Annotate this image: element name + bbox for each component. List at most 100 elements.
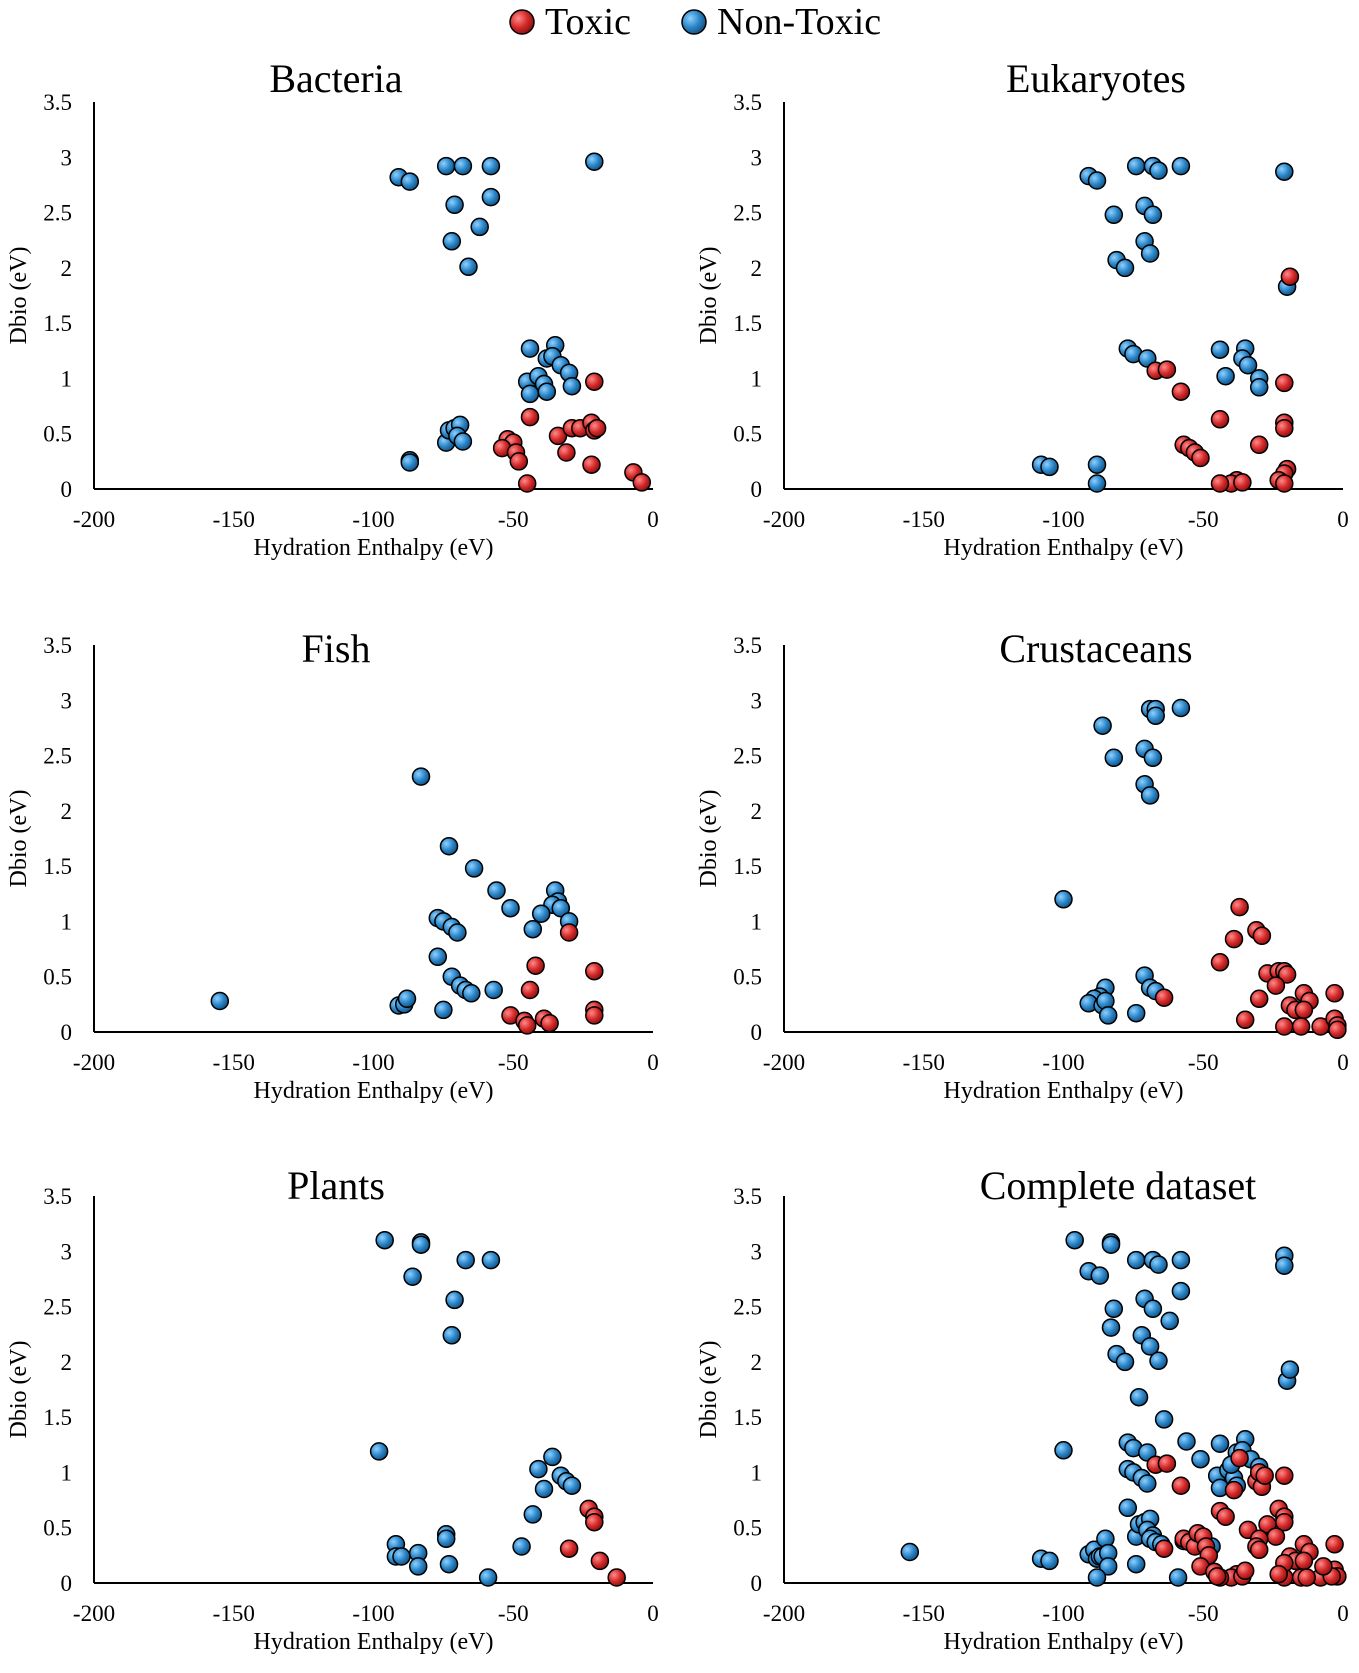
scatter-point (529, 1459, 548, 1479)
scatter-point (1249, 1540, 1269, 1560)
scatter-point (1104, 1299, 1124, 1319)
y-tick-label: 2 (61, 1350, 73, 1375)
scatter-point (1191, 448, 1210, 468)
scatter-point (1266, 1527, 1286, 1546)
scatter-point (1140, 244, 1160, 263)
scatter-point (1210, 953, 1230, 972)
scatter-point (1230, 1448, 1249, 1468)
legend-marker-non-toxic (681, 9, 707, 35)
y-tick-label: 3 (751, 145, 763, 170)
scatter-point (428, 947, 448, 967)
x-tick-label: -200 (73, 507, 115, 532)
scatter-point (1149, 1351, 1168, 1371)
y-tick-label: 0.5 (43, 422, 72, 447)
scatter-point (1252, 926, 1272, 946)
scatter-point (509, 452, 529, 471)
scatter-point (1171, 156, 1191, 176)
series-non-toxic (900, 1230, 1300, 1587)
series-non-toxic (1031, 156, 1297, 493)
scatter-point (540, 1013, 559, 1033)
y-tick-label: 0.5 (733, 1516, 762, 1541)
scatter-point (1118, 1498, 1138, 1518)
scatter-point (1087, 455, 1107, 474)
scatter-point (1104, 748, 1124, 768)
scatter-point (1054, 890, 1073, 909)
panel-title: Bacteria (269, 56, 402, 101)
y-axis-label: Dbio (eV) (6, 790, 32, 888)
legend-marker-toxic (509, 9, 535, 35)
scatter-panels: Bacteria 0 0.5 1 1.5 2 2.5 3 3.5 -200 -150 -100 -50 0… (6, 56, 1349, 1655)
scatter-point (400, 453, 420, 472)
y-tick-label: 3 (61, 1239, 73, 1264)
scatter-point (559, 923, 579, 942)
y-tick-label: 0.5 (43, 1516, 72, 1541)
y-tick-label: 0 (61, 1020, 73, 1045)
scatter-point (1087, 474, 1107, 493)
scatter-point (1294, 1551, 1314, 1571)
scatter-point (1090, 1266, 1110, 1285)
scatter-point (526, 956, 545, 975)
scatter-point (1126, 1250, 1146, 1270)
x-tick-label: -150 (213, 1050, 255, 1075)
x-axis-label: Hydration Enthalpy (eV) (944, 535, 1184, 561)
scatter-point (1157, 1454, 1177, 1473)
scatter-point (400, 172, 420, 191)
series-toxic (501, 923, 604, 1035)
x-tick-label: -200 (763, 1050, 805, 1075)
x-tick-label: -200 (73, 1601, 115, 1626)
scatter-point (453, 156, 473, 176)
x-axis-label: Hydration Enthalpy (eV) (944, 1629, 1184, 1655)
scatter-point (464, 859, 484, 878)
scatter-point (523, 1505, 543, 1524)
scatter-point (531, 904, 551, 923)
scatter-point (1101, 1235, 1121, 1254)
scatter-point (1040, 1551, 1059, 1571)
y-tick-label: 0 (751, 1020, 763, 1045)
y-tick-label: 2 (751, 799, 763, 824)
scatter-point (1249, 989, 1269, 1009)
panel-title: Fish (302, 626, 371, 671)
scatter-point (369, 1442, 389, 1461)
scatter-point (585, 372, 604, 391)
x-tick-label: -100 (352, 1050, 394, 1075)
scatter-point (1087, 1568, 1107, 1587)
scatter-point (587, 418, 607, 438)
y-tick-label: 3.5 (43, 90, 72, 115)
x-tick-label: -150 (903, 1601, 945, 1626)
x-tick-label: -50 (1188, 1050, 1219, 1075)
scatter-point (1168, 1568, 1188, 1587)
scatter-point (1157, 360, 1177, 379)
y-tick-label: 1.5 (733, 854, 762, 879)
scatter-point (1126, 1003, 1146, 1023)
scatter-point (1325, 1535, 1344, 1554)
scatter-point (1328, 1020, 1347, 1040)
y-tick-label: 2 (61, 256, 73, 281)
scatter-point (585, 1006, 604, 1025)
scatter-point (1177, 1432, 1196, 1451)
scatter-point (520, 980, 540, 1000)
scatter-point (1065, 1230, 1084, 1250)
scatter-point (548, 426, 568, 446)
scatter-panel: Complete dataset 0 0.5 1 1.5 2 2.5 3 3.5 -200 -150… (696, 1163, 1349, 1655)
scatter-point (1280, 1360, 1300, 1379)
scatter-point (1143, 1299, 1163, 1319)
x-axis-label: Hydration Enthalpy (eV) (254, 1629, 494, 1655)
y-tick-label: 2.5 (43, 744, 72, 769)
scatter-point (1269, 1564, 1288, 1584)
x-tick-label: -50 (498, 1601, 529, 1626)
y-tick-label: 2 (751, 256, 763, 281)
scatter-point (1054, 1441, 1073, 1460)
x-tick-label: -150 (213, 1601, 255, 1626)
scatter-point (1210, 410, 1230, 429)
scatter-point (481, 156, 501, 176)
scatter-point (501, 898, 520, 918)
scatter-point (1087, 171, 1107, 190)
scatter-point (1235, 1010, 1255, 1030)
y-axis-label: Dbio (eV) (696, 1341, 722, 1439)
series-non-toxic (1054, 698, 1191, 1025)
series-toxic (1146, 1448, 1347, 1587)
y-tick-label: 3.5 (733, 633, 762, 658)
series-non-toxic (369, 1230, 582, 1587)
y-tick-label: 0.5 (43, 965, 72, 990)
